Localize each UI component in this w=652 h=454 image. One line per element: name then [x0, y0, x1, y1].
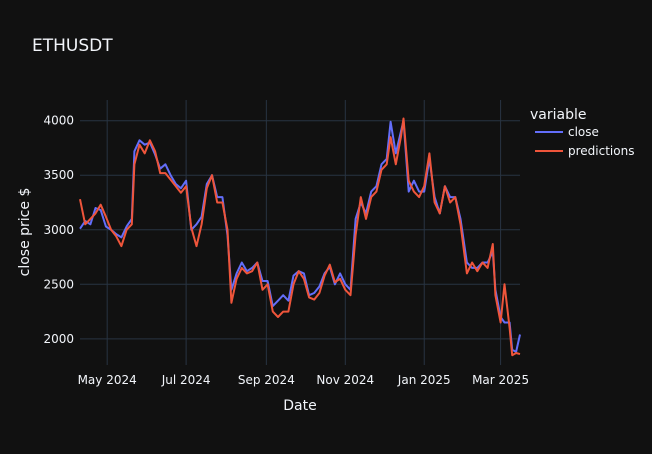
x-tick-label: Nov 2024 [316, 373, 374, 387]
legend-title: variable [530, 107, 586, 123]
x-tick-label: Sep 2024 [238, 373, 295, 387]
y-tick-label: 4000 [43, 114, 74, 128]
series-line-predictions [79, 117, 521, 357]
y-tick-label: 2000 [43, 332, 74, 346]
series-line-close [79, 119, 521, 353]
legend-label: close [568, 125, 599, 139]
legend-items[interactable]: close predictions [535, 125, 634, 158]
legend-item-close[interactable]: close [535, 125, 599, 139]
x-axis-label: Date [283, 398, 316, 414]
x-tick-label: Jan 2025 [397, 373, 451, 387]
legend-item-predictions[interactable]: predictions [535, 144, 634, 158]
x-tick-label: Jul 2024 [161, 373, 211, 387]
y-axis-label: close price $ [17, 188, 33, 277]
y-axis-ticks: 2000 2500 3000 3500 4000 [43, 114, 74, 346]
x-tick-label: May 2024 [78, 373, 137, 387]
y-tick-label: 3500 [43, 168, 74, 182]
plot-area [80, 100, 520, 365]
legend[interactable]: variable close predictions [530, 107, 634, 158]
legend-label: predictions [568, 144, 634, 158]
series-lines [79, 117, 521, 357]
chart-title: ETHUSDT [32, 36, 113, 56]
x-tick-label: Mar 2025 [472, 373, 529, 387]
x-axis-ticks: May 2024 Jul 2024 Sep 2024 Nov 2024 Jan 2025… [78, 373, 529, 387]
y-tick-label: 3000 [43, 223, 74, 237]
y-tick-label: 2500 [43, 277, 74, 291]
